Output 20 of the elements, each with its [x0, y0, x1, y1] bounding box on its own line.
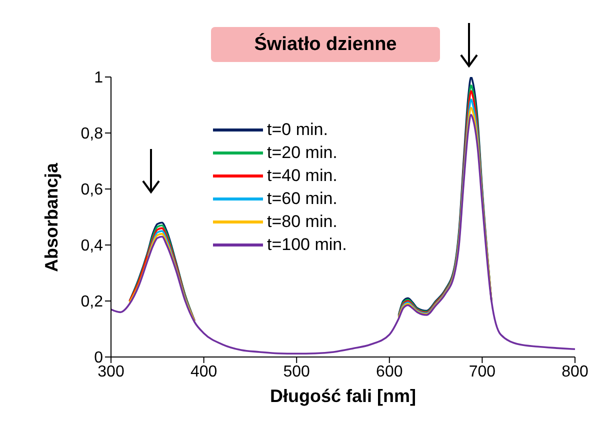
legend-label: t=60 min. — [267, 188, 338, 210]
x-tick-label: 500 — [283, 363, 310, 380]
x-tick-label: 700 — [468, 363, 496, 380]
legend-label: t=40 min. — [267, 165, 338, 187]
y-tick-label: 0,6 — [80, 182, 104, 199]
legend-label: t=80 min. — [267, 211, 338, 233]
y-tick-label: 0,2 — [80, 294, 104, 311]
legend-label: t=0 min. — [267, 119, 328, 141]
y-tick-label: 1 — [94, 70, 104, 87]
y-tick-label: 0,8 — [80, 126, 104, 143]
x-tick-label: 400 — [190, 363, 218, 380]
y-axis-title: Absorbancja — [41, 162, 62, 272]
x-tick-label: 800 — [562, 363, 588, 380]
legend-label: t=20 min. — [267, 142, 338, 164]
x-tick-label: 600 — [376, 363, 403, 380]
y-tick-label: 0,4 — [80, 238, 104, 255]
legend-label: t=100 min. — [267, 234, 347, 256]
line-series — [111, 114, 575, 355]
chart-title: Światło dzienne — [211, 27, 440, 62]
x-axis-title: Długość fali [nm] — [270, 386, 416, 406]
